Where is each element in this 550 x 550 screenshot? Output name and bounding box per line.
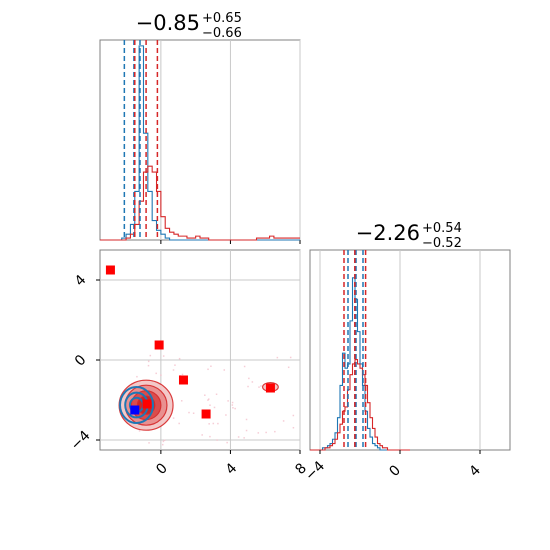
y-tick-label: −4 xyxy=(68,428,94,454)
sample-point xyxy=(138,430,141,432)
sample-point xyxy=(210,365,212,367)
sample-point xyxy=(148,442,150,444)
sample-point xyxy=(188,411,190,414)
sample-point xyxy=(248,377,250,380)
histogram-series-2 xyxy=(310,359,410,451)
sample-point xyxy=(147,364,150,367)
sample-point xyxy=(208,398,210,400)
sample-point xyxy=(245,418,248,421)
sample-point xyxy=(276,356,279,359)
marginal-histogram-param-1 xyxy=(99,39,301,244)
sample-point xyxy=(172,369,175,371)
sample-point xyxy=(174,364,176,366)
title-param-1: −0.85 +0.65 −0.66 xyxy=(136,11,242,41)
title-param-2-upper: +0.54 xyxy=(422,221,462,236)
sample-point xyxy=(181,373,184,376)
sample-point xyxy=(147,360,150,363)
sample-point xyxy=(213,406,216,409)
blue-marker xyxy=(130,405,140,415)
sample-point xyxy=(245,429,248,432)
sample-point xyxy=(274,430,276,433)
sample-point xyxy=(163,439,166,441)
sample-point xyxy=(265,431,267,434)
red-marker xyxy=(154,340,164,350)
sample-point xyxy=(243,365,246,368)
sample-point xyxy=(178,422,180,425)
red-marker xyxy=(105,265,115,275)
sample-point xyxy=(215,393,218,396)
title-param-1-lower: −0.66 xyxy=(202,26,242,41)
sample-point xyxy=(149,354,152,357)
sample-point xyxy=(292,426,295,429)
sample-point xyxy=(287,366,290,369)
sample-point xyxy=(232,407,234,409)
sample-point xyxy=(172,417,175,419)
sample-point xyxy=(260,385,262,387)
sample-point xyxy=(209,435,211,438)
title-param-1-value: −0.85 xyxy=(136,11,200,35)
sample-point xyxy=(201,434,203,436)
sample-point xyxy=(282,420,285,422)
sample-point xyxy=(162,440,165,443)
sample-point xyxy=(217,422,219,425)
sample-point xyxy=(208,423,210,425)
sample-point xyxy=(162,355,165,357)
sample-point xyxy=(136,375,138,378)
sample-point xyxy=(207,368,209,371)
blue-contour xyxy=(119,386,155,424)
sample-point xyxy=(212,422,215,425)
x-tick-label: −4 xyxy=(302,458,328,484)
sample-point xyxy=(258,386,260,388)
sample-point xyxy=(225,414,227,416)
red-marker xyxy=(178,375,188,385)
title-param-2-lower: −0.52 xyxy=(422,236,462,251)
marginal-histogram-param-2: −4 0 4 xyxy=(302,249,511,484)
histogram-series-1 xyxy=(100,45,300,241)
red-marker xyxy=(265,383,275,393)
sample-point xyxy=(289,356,292,359)
sample-point xyxy=(209,404,211,406)
sample-point xyxy=(231,401,234,404)
sample-point xyxy=(178,357,181,360)
title-param-2-value: −2.26 xyxy=(356,221,420,245)
sample-point xyxy=(251,381,254,383)
x-tick-label: 4 xyxy=(466,462,484,480)
x-tick-label: 4 xyxy=(223,460,241,478)
x-tick-label: 0 xyxy=(386,462,404,480)
sample-point xyxy=(160,374,162,376)
title-param-1-upper: +0.65 xyxy=(202,11,242,26)
red-marker xyxy=(201,409,211,419)
sample-point xyxy=(223,369,226,371)
sample-point xyxy=(161,443,164,446)
sample-point xyxy=(234,407,236,410)
y-tick-label: 4 xyxy=(72,272,90,290)
title-param-2: −2.26 +0.54 −0.52 xyxy=(356,221,462,251)
sample-point xyxy=(247,385,249,388)
sample-point xyxy=(292,414,295,417)
sample-point xyxy=(227,400,229,402)
sample-point xyxy=(243,437,245,439)
y-tick-label: 0 xyxy=(72,352,90,370)
sample-point xyxy=(155,372,157,375)
sample-point xyxy=(237,436,240,438)
panel-frame xyxy=(99,39,301,241)
sample-point xyxy=(192,412,195,414)
sample-point xyxy=(204,394,206,396)
sample-point xyxy=(226,441,228,444)
sample-point xyxy=(231,404,234,406)
sample-point xyxy=(257,432,260,434)
joint-scatter-panel: 0 4 8−404 xyxy=(68,249,310,478)
red-marker xyxy=(142,399,152,409)
sample-point xyxy=(180,400,183,402)
x-tick-label: 0 xyxy=(153,460,171,478)
sample-point xyxy=(216,439,218,441)
sample-point xyxy=(207,399,209,401)
